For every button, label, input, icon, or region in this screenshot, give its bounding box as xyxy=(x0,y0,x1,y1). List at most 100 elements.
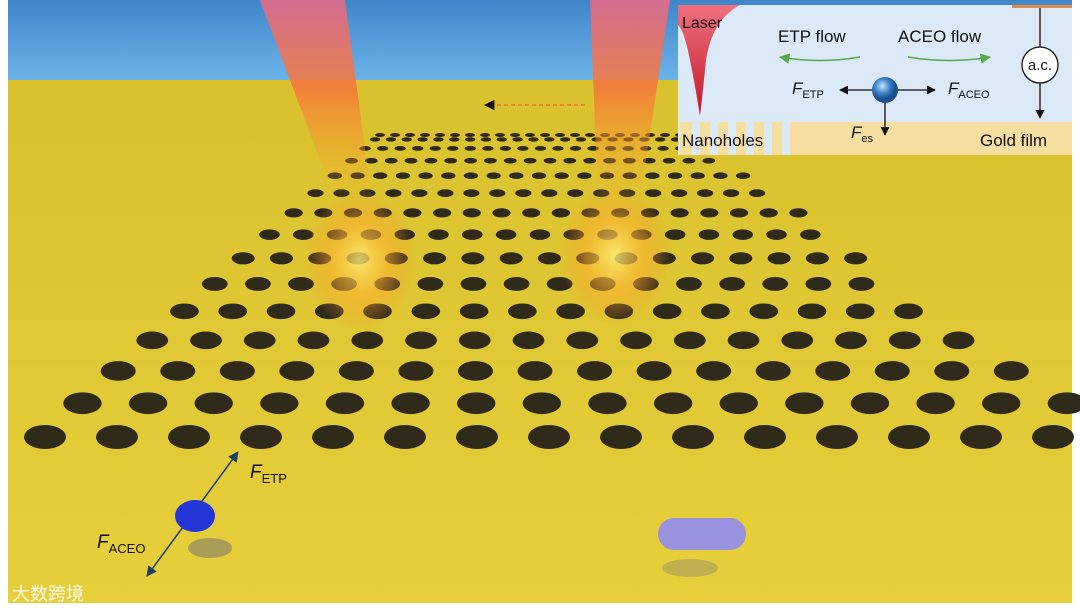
nanohole xyxy=(563,157,577,164)
nanohole xyxy=(517,361,553,381)
nanohole xyxy=(325,392,365,415)
nanohole xyxy=(671,189,688,198)
particle xyxy=(872,77,898,103)
nanoholes-label: Nanoholes xyxy=(682,131,763,150)
nanohole xyxy=(874,361,910,381)
nanohole xyxy=(993,361,1029,381)
hotspot xyxy=(560,185,670,325)
nanohole xyxy=(698,229,720,240)
nanohole xyxy=(495,133,505,137)
nanohole xyxy=(503,277,530,291)
inset: a.c. Laser ETP flow ACEO flow FETP FACEO… xyxy=(678,5,1072,155)
nanohole xyxy=(428,229,449,240)
nanohole xyxy=(662,157,676,164)
nanohole xyxy=(418,172,433,180)
nanohole xyxy=(696,361,732,381)
nanohole xyxy=(543,157,557,164)
nanohole xyxy=(284,208,303,218)
nanohole xyxy=(552,145,564,151)
nanohole xyxy=(160,361,196,381)
nanohole xyxy=(702,157,716,164)
nanohole xyxy=(577,361,613,381)
nanohole xyxy=(528,425,570,449)
nanohole xyxy=(499,252,523,265)
nanohole xyxy=(369,137,381,142)
nanohole xyxy=(723,189,740,198)
nanohole xyxy=(375,133,385,137)
nanohole xyxy=(534,145,547,151)
nanohole xyxy=(376,145,389,151)
nanohole xyxy=(789,208,808,218)
nanohole xyxy=(404,157,418,164)
nanohole xyxy=(338,361,374,381)
nanohole xyxy=(194,392,233,415)
nanohole xyxy=(691,252,715,265)
nanohole xyxy=(457,392,496,415)
nanohole xyxy=(816,425,858,449)
nanohole xyxy=(170,303,199,320)
nanohole xyxy=(391,392,430,415)
nanohole xyxy=(719,392,758,415)
nanohole xyxy=(664,229,686,240)
nanohole xyxy=(729,252,753,265)
nanohole xyxy=(645,172,660,180)
nanohole xyxy=(583,157,597,164)
nanohole xyxy=(398,361,434,381)
nanohole xyxy=(401,137,412,142)
nanohole xyxy=(457,361,493,381)
nanohole xyxy=(555,133,565,137)
nanohole xyxy=(420,133,430,137)
nanohole xyxy=(556,303,585,320)
laser-profile xyxy=(678,5,740,116)
nanohole xyxy=(585,133,595,137)
hotspot xyxy=(305,190,415,330)
nanohole xyxy=(462,208,481,218)
nanohole xyxy=(423,252,447,265)
nanohole xyxy=(781,331,814,350)
nanohole xyxy=(654,137,666,142)
nanohole xyxy=(417,137,428,142)
nanohole xyxy=(297,331,330,350)
nanohole xyxy=(449,137,460,142)
nanohole xyxy=(245,277,271,291)
nanohole xyxy=(510,133,520,137)
nanohole xyxy=(435,133,445,137)
nanohole xyxy=(767,252,791,265)
nanohole xyxy=(672,425,714,449)
nanohole xyxy=(690,172,705,180)
nanohole xyxy=(243,331,276,350)
nanohole xyxy=(682,157,696,164)
nanohole xyxy=(934,361,970,381)
nanohole xyxy=(673,331,706,350)
nanohole xyxy=(424,157,438,164)
nanohole xyxy=(670,208,689,218)
nanohole xyxy=(515,189,532,198)
nanohole xyxy=(848,277,875,291)
nanohole xyxy=(523,157,537,164)
nanohole xyxy=(190,331,222,350)
nanohole xyxy=(429,145,441,151)
nanohole xyxy=(63,392,102,415)
nanohole xyxy=(729,208,749,218)
nanohole xyxy=(800,229,821,240)
flow-arrow xyxy=(907,53,992,64)
nanohole xyxy=(218,303,248,320)
nanohole xyxy=(667,172,683,180)
nanohole xyxy=(844,252,868,265)
nanohole xyxy=(312,425,354,449)
nanohole xyxy=(785,392,824,415)
nanohole xyxy=(528,137,539,142)
ac-label: a.c. xyxy=(1028,57,1052,74)
nanohole xyxy=(460,277,487,291)
nanohole xyxy=(845,303,875,320)
nanohole xyxy=(537,252,561,265)
laser-beam xyxy=(590,0,670,200)
nanohole xyxy=(496,137,508,142)
nanohole xyxy=(652,303,682,320)
flow-arrow xyxy=(778,53,861,64)
nanohole xyxy=(463,189,480,198)
nanohole xyxy=(168,425,210,449)
nanohole xyxy=(279,361,315,381)
nanohole xyxy=(577,172,592,180)
nanohole xyxy=(351,331,384,350)
